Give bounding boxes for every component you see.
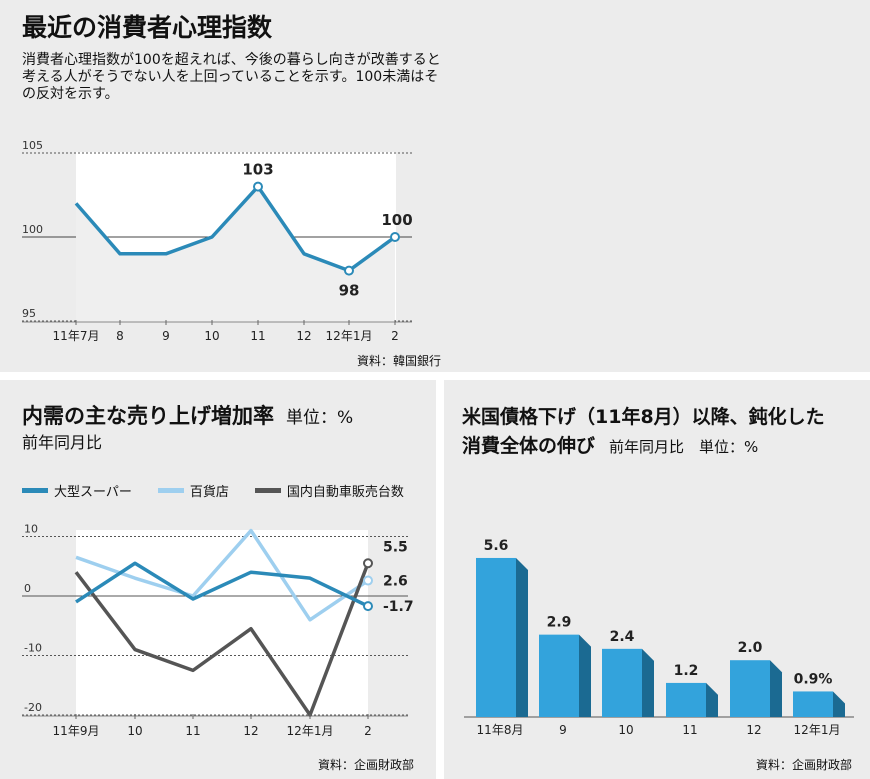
x-tick-label: 10 [618,723,633,737]
y-tick-label: 105 [22,139,43,152]
x-tick-label: 11年7月 [53,329,100,343]
area-fill [76,186,395,322]
y-tick-label: 0 [24,582,31,595]
x-tick-label: 12 [296,329,311,343]
y-tick-label: 10 [24,523,38,536]
bar-side [516,557,528,717]
panel2-title-text: 内需の主な売り上げ増加率 [22,404,274,428]
bar-value-label: 0.9% [794,671,833,687]
bar [793,691,833,717]
data-label: 100 [381,211,412,229]
x-tick-label: 11 [185,724,200,738]
x-tick-label: 11年8月 [477,723,524,737]
panel1-subtitle: 消費者心理指数が100を超えれば、今後の暮らし向きが改善すると考える人がそうでな… [22,52,441,102]
panel3-title-line1: 米国債格下げ（11年8月）以降、鈍化した [462,406,825,428]
y-tick-label: -20 [24,701,42,714]
legend-item-department-store: 百貨店 [157,481,229,500]
end-marker [363,558,373,569]
panel2-legend: 大型スーパー 百貨店 国内自動車販売台数 [22,480,430,500]
legend-label-supermarket: 大型スーパー [54,484,132,500]
domestic-sales-panel: 内需の主な売り上げ増加率 単位：% 前年同月比 大型スーパー 百貨店 国内自動車販… [0,380,436,779]
y-tick-label: 95 [22,307,36,320]
legend-swatch-department-store [157,487,184,493]
panel2-title: 内需の主な売り上げ増加率 単位：% [22,400,353,430]
bar [666,682,706,717]
end-value-label: 5.5 [383,539,408,555]
plot-area [76,530,368,715]
legend-item-supermarket: 大型スーパー [22,481,132,500]
legend-item-car-sales: 国内自動車販売台数 [254,481,404,500]
panel2-source: 資料：企画財政部 [318,758,415,772]
x-tick-label: 10 [204,329,219,343]
x-tick-label: 12年1月 [287,724,334,738]
sentiment-line [74,184,397,273]
x-tick-label: 9 [559,723,567,737]
bar [730,660,770,717]
end-marker [363,575,373,586]
y-tick-label: -10 [24,642,42,655]
data-label: 103 [242,161,273,179]
supermarket-line [75,561,369,608]
x-tick-label: 2 [391,329,399,343]
bar-value-label: 1.2 [674,663,699,679]
bar-side [770,660,782,717]
bar-side [706,682,718,717]
x-tick-label: 10 [127,724,142,738]
panel1-source: 資料：韓国銀行 [357,354,442,368]
department-store-line [75,528,369,622]
consumer-sentiment-chart: 95 100 105 11年7月 8 9 10 11 12 12年1月 2 103 98 100 [22,139,413,343]
x-tick-label: 12 [746,723,761,737]
highlight-marker [253,181,263,192]
x-tick-label: 8 [116,329,124,343]
x-tick-label: 12 [243,724,258,738]
end-value-label: 2.6 [383,574,408,590]
bar-value-label: 2.0 [738,640,763,656]
x-tick-label: 11 [250,329,265,343]
bar-side [579,634,591,717]
panel2-unit: 単位：% [286,408,354,428]
highlight-marker [344,265,354,276]
y-tick-label: 100 [22,223,43,236]
bar-value-label: 2.4 [610,629,635,645]
end-marker [363,601,373,612]
end-value-label: -1.7 [383,599,414,615]
data-label: 98 [339,282,360,300]
panel3-title-line2: 消費全体の伸び 前年同月比 単位：% [462,431,758,458]
panel1-title: 最近の消費者心理指数 [22,13,273,42]
consumption-growth-chart: 5.6 11年8月 2.9 9 2.4 10 1.2 11 2.0 12 0.9% 12年1月 [464,538,854,737]
legend-swatch-supermarket [22,487,48,493]
bar-side [833,691,845,717]
panel3-subtitle: 前年同月比 単位：% [609,438,759,456]
bar-side [642,648,654,717]
consumption-growth-panel: 米国債格下げ（11年8月）以降、鈍化した 消費全体の伸び 前年同月比 単位：% 5… [444,380,870,779]
panel3-source: 資料：企画財政部 [756,758,853,772]
consumer-sentiment-panel: 最近の消費者心理指数 消費者心理指数が100を超えれば、今後の暮らし向きが改善す… [0,0,870,372]
bar [539,634,579,717]
x-tick-label: 11年9月 [53,724,100,738]
x-tick-label: 2 [364,724,372,738]
legend-swatch-car-sales [254,487,281,493]
x-tick-label: 12年1月 [794,723,841,737]
panel2-subtitle: 前年同月比 [22,433,103,452]
bar [602,648,642,717]
domestic-sales-chart: -20 -10 0 10 -1.7 2.6 5.5 11年9月 10 11 12 12年1月 2 [22,523,414,738]
x-tick-label: 9 [162,329,170,343]
bar-value-label: 2.9 [547,615,572,631]
x-tick-label: 12年1月 [326,329,373,343]
bar [476,557,516,717]
legend-label-department-store: 百貨店 [189,484,229,500]
car-sales-line [74,562,370,717]
panel3-title-line2-text: 消費全体の伸び [462,435,596,457]
legend-label-car-sales: 国内自動車販売台数 [286,484,404,500]
highlight-marker [390,232,400,242]
bar-value-label: 5.6 [484,538,509,554]
x-tick-label: 11 [682,723,697,737]
